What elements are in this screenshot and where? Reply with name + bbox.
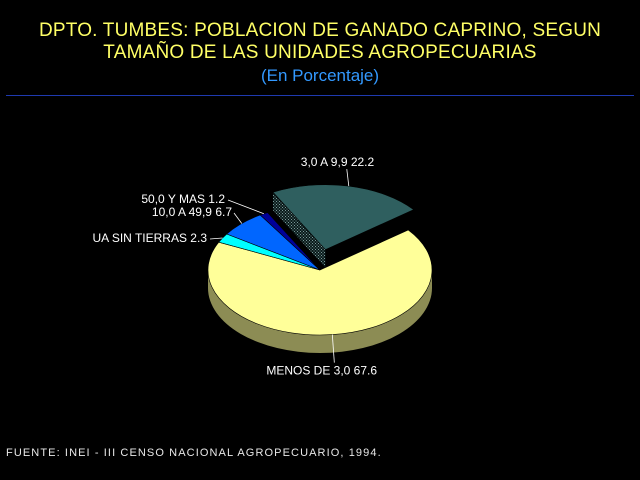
- pie-labels: MENOS DE 3,0 67.6 UA SIN TIERRAS 2.3 10,0 …: [93, 155, 378, 378]
- pie-leader-line: [331, 334, 335, 363]
- chart-title-line-2: TAMAÑO DE LAS UNIDADES AGROPECUARIAS: [103, 42, 537, 63]
- pie-slice-50-0-y-mas: [259, 212, 321, 271]
- pie-leader-line: [227, 199, 265, 215]
- source-note: FUENTE: INEI - III CENSO NACIONAL AGROPE…: [6, 447, 382, 459]
- pie-leader-line: [346, 169, 350, 187]
- pie-sides: [208, 192, 432, 353]
- pie-label-menos-de-3-0: MENOS DE 3,0 67.6: [266, 364, 377, 378]
- pie-slices: [207, 184, 433, 336]
- chart-title-line-1: DPTO. TUMBES: POBLACION DE GANADO CAPRIN…: [38, 20, 602, 41]
- pie-cut-face: [272, 192, 326, 268]
- pie-label-3-0-a-9-9: 3,0 A 9,9 22.2: [301, 155, 375, 169]
- pie-label-ua-sin-tierras: UA SIN TIERRAS 2.3: [93, 231, 208, 245]
- pie-side-menos-de-3-0: [208, 270, 432, 353]
- chart-subtitle: (En Porcentaje): [260, 66, 380, 85]
- chart-title: DPTO. TUMBES: POBLACION DE GANADO CAPRIN…: [0, 20, 640, 87]
- pie-leader-line: [209, 237, 223, 240]
- pie-slice-3-0-a-9-9: [272, 184, 415, 251]
- title-divider: [6, 95, 634, 96]
- pie-label-10-0-a-49-9: 10,0 A 49,9 6.7: [152, 205, 232, 219]
- pie-label-50-0-y-mas: 50,0 Y MAS 1.2: [141, 192, 225, 206]
- pie-leader-line: [233, 212, 243, 224]
